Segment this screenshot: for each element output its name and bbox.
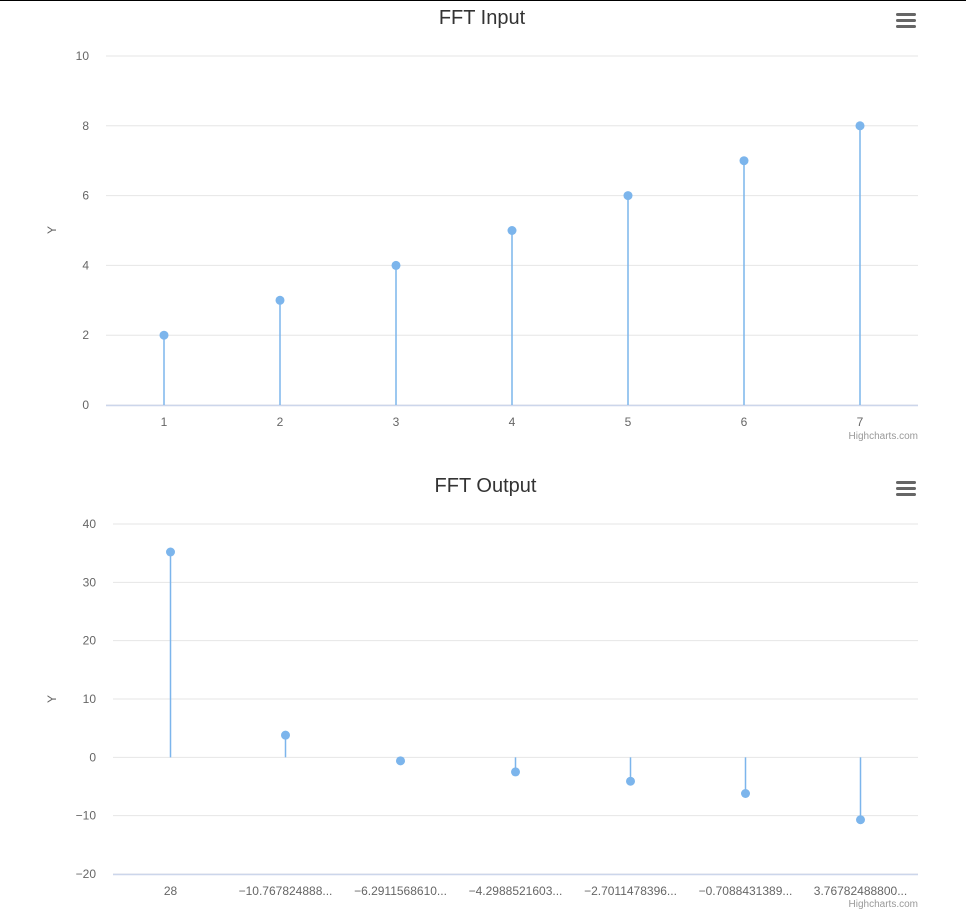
y-tick-label: 0 [82,398,89,412]
hamburger-menu-icon [896,13,916,16]
top-border [0,0,966,1]
data-point [856,815,865,825]
y-axis-title: Y [45,226,59,234]
x-tick-label: −10.767824888... [239,884,333,898]
hamburger-menu-icon-bar [896,487,916,490]
x-tick-label: −0.7088431389... [699,884,793,898]
y-tick-label: 4 [82,258,89,272]
hamburger-menu-icon-bar [896,19,916,22]
x-tick-label: 2 [277,415,284,429]
x-tick-label: 6 [741,415,748,429]
y-tick-label: 30 [83,575,97,589]
data-point [391,260,401,270]
data-point [507,226,517,235]
y-tick-label: 2 [82,328,89,342]
x-tick-label: 1 [161,415,168,429]
y-tick-label: 6 [82,189,89,203]
credits-link[interactable]: Highcharts.com [848,431,918,442]
data-point [396,756,405,766]
data-point [626,776,635,786]
fft-input-plot: FFT Input 0 2 4 6 8 10 Y 1 2 3 4 5 6 7 [45,7,918,429]
chart-menu-button[interactable] [896,481,916,497]
x-tick-label: −6.2911568610... [354,884,447,898]
data-point [739,156,749,166]
data-point [275,295,285,305]
x-tick-label: 3 [393,415,400,429]
x-tick-label: 5 [625,415,632,429]
fft-input-chart: FFT Input 0 2 4 6 8 10 Y 1 2 3 4 5 6 7 Highcharts.com [0,0,966,456]
y-axis-title: Y [45,695,59,703]
y-tick-label: 10 [76,49,90,63]
data-point [281,730,290,740]
credits-link[interactable]: Highcharts.com [848,899,918,910]
data-point [511,767,520,777]
x-tick-label: 3.76782488800... [814,884,907,898]
data-point [855,121,865,131]
data-point [623,191,633,201]
fft-output-plot: FFT Output −20 −10 0 10 20 30 40 Y 28 −10.76782488… [45,475,918,898]
data-point [166,547,175,557]
chart-menu-button[interactable] [896,13,916,29]
fft-output-chart: FFT Output −20 −10 0 10 20 30 40 Y 28 −10.76782488… [0,456,966,914]
x-tick-label: 7 [857,415,864,429]
chart-title: FFT Input [439,7,526,29]
y-tick-label: 8 [82,119,89,133]
x-tick-label: −2.7011478396... [584,884,677,898]
data-point [159,330,169,340]
x-tick-label: 4 [509,415,516,429]
hamburger-menu-icon-bar [896,493,916,496]
y-tick-label: 40 [83,517,97,531]
chart-title: FFT Output [435,475,537,497]
x-tick-label: 28 [164,884,178,898]
y-tick-label: 10 [83,692,97,706]
y-tick-label: 0 [89,750,96,764]
hamburger-menu-icon [896,481,916,484]
y-tick-label: −10 [76,809,97,823]
x-tick-label: −4.2988521603... [469,884,563,898]
y-tick-label: 20 [83,634,97,648]
hamburger-menu-icon-bar [896,25,916,28]
data-point [741,789,750,798]
y-tick-label: −20 [76,867,97,881]
